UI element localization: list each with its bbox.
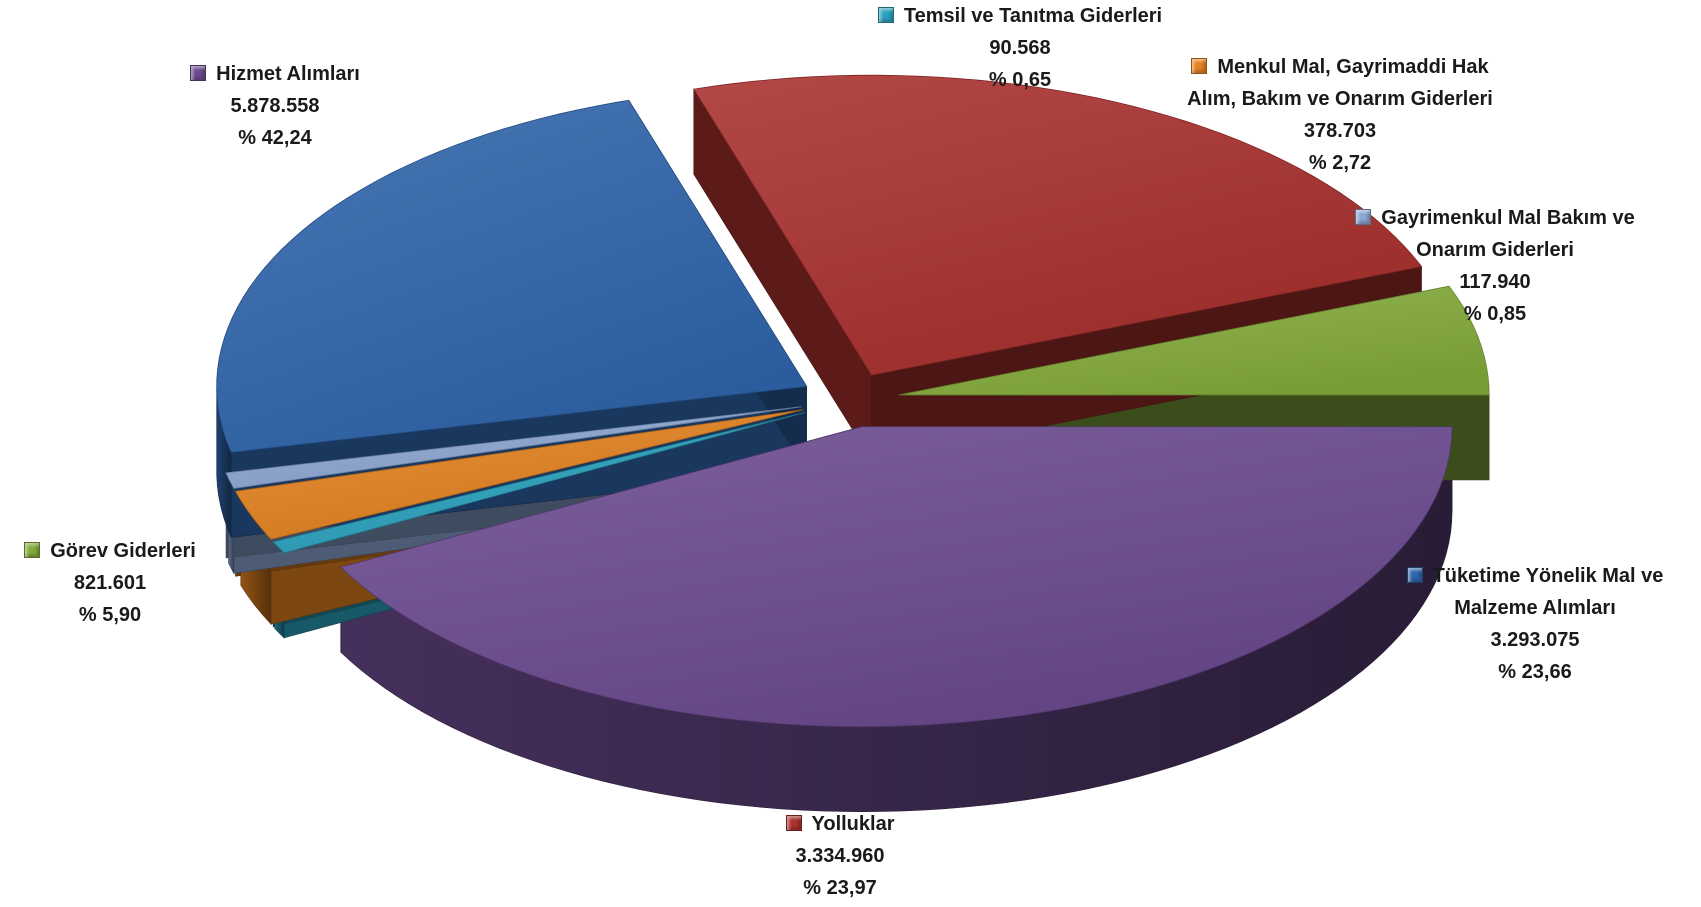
slice-hizmet-alimlari xyxy=(339,426,1453,728)
slice-value-gayrimenkul-mal: 117.940 xyxy=(1459,271,1531,293)
slice-menkul-mal xyxy=(234,409,804,540)
label-yolluklar: Yolluklar 3.334.960 % 23,97 xyxy=(740,808,940,904)
slice-label-temsil-tanitma: Temsil ve Tanıtma Giderleri xyxy=(903,5,1163,27)
label-temsil-tanitma: Temsil ve Tanıtma Giderleri 90.568 % 0,6… xyxy=(850,0,1190,96)
legend-swatch-tuketime-yonelik xyxy=(1406,567,1423,583)
label-menkul-mal: Menkul Mal, Gayrimaddi Hak Alım, Bakım v… xyxy=(1175,51,1505,179)
legend-swatch-gorev-giderleri xyxy=(24,542,41,558)
label-tuketime-yonelik: Tüketime Yönelik Mal ve Malzeme Alımları… xyxy=(1385,560,1685,688)
slice-label-gayrimenkul-mal: Gayrimenkul Mal Bakım ve Onarım Giderler… xyxy=(1381,207,1635,261)
legend-swatch-hizmet-alimlari xyxy=(190,65,207,81)
legend-swatch-gayrimenkul-mal xyxy=(1355,209,1372,225)
slice-value-temsil-tanitma: 90.568 xyxy=(989,37,1051,59)
legend-swatch-menkul-mal xyxy=(1191,58,1208,74)
slice-percent-temsil-tanitma: % 0,65 xyxy=(988,69,1052,91)
slice-percent-yolluklar: % 23,97 xyxy=(803,877,877,899)
slice-label-gorev-giderleri: Görev Giderleri xyxy=(50,540,196,562)
slice-value-gorev-giderleri: 821.601 xyxy=(73,572,147,594)
label-gorev-giderleri: Görev Giderleri 821.601 % 5,90 xyxy=(10,535,210,631)
slice-tuketime-yonelik xyxy=(216,99,808,453)
legend-swatch-yolluklar xyxy=(785,815,802,831)
slice-label-menkul-mal: Menkul Mal, Gayrimaddi Hak Alım, Bakım v… xyxy=(1187,56,1493,110)
slice-temsil-tanitma xyxy=(272,411,806,554)
legend-swatch-temsil-tanitma xyxy=(877,7,894,23)
slice-percent-menkul-mal: % 2,72 xyxy=(1308,152,1372,174)
slice-percent-hizmet-alimlari: % 42,24 xyxy=(238,127,312,149)
slice-gorev-giderleri xyxy=(899,285,1490,396)
slice-label-yolluklar: Yolluklar xyxy=(811,813,895,835)
slice-value-hizmet-alimlari: 5.878.558 xyxy=(230,95,320,117)
slice-percent-gayrimenkul-mal: % 0,85 xyxy=(1463,303,1527,325)
slice-label-tuketime-yonelik: Tüketime Yönelik Mal ve Malzeme Alımları xyxy=(1432,565,1664,619)
slice-percent-tuketime-yonelik: % 23,66 xyxy=(1498,661,1572,683)
slice-percent-gorev-giderleri: % 5,90 xyxy=(78,604,142,626)
label-gayrimenkul-mal: Gayrimenkul Mal Bakım ve Onarım Giderler… xyxy=(1330,202,1660,330)
slice-value-tuketime-yonelik: 3.293.075 xyxy=(1490,629,1580,651)
slice-gayrimenkul-mal xyxy=(225,406,802,489)
slice-label-hizmet-alimlari: Hizmet Alımları xyxy=(216,63,360,85)
slice-value-menkul-mal: 378.703 xyxy=(1303,120,1377,142)
label-hizmet-alimlari: Hizmet Alımları 5.878.558 % 42,24 xyxy=(170,58,380,154)
slice-value-yolluklar: 3.334.960 xyxy=(795,845,885,867)
